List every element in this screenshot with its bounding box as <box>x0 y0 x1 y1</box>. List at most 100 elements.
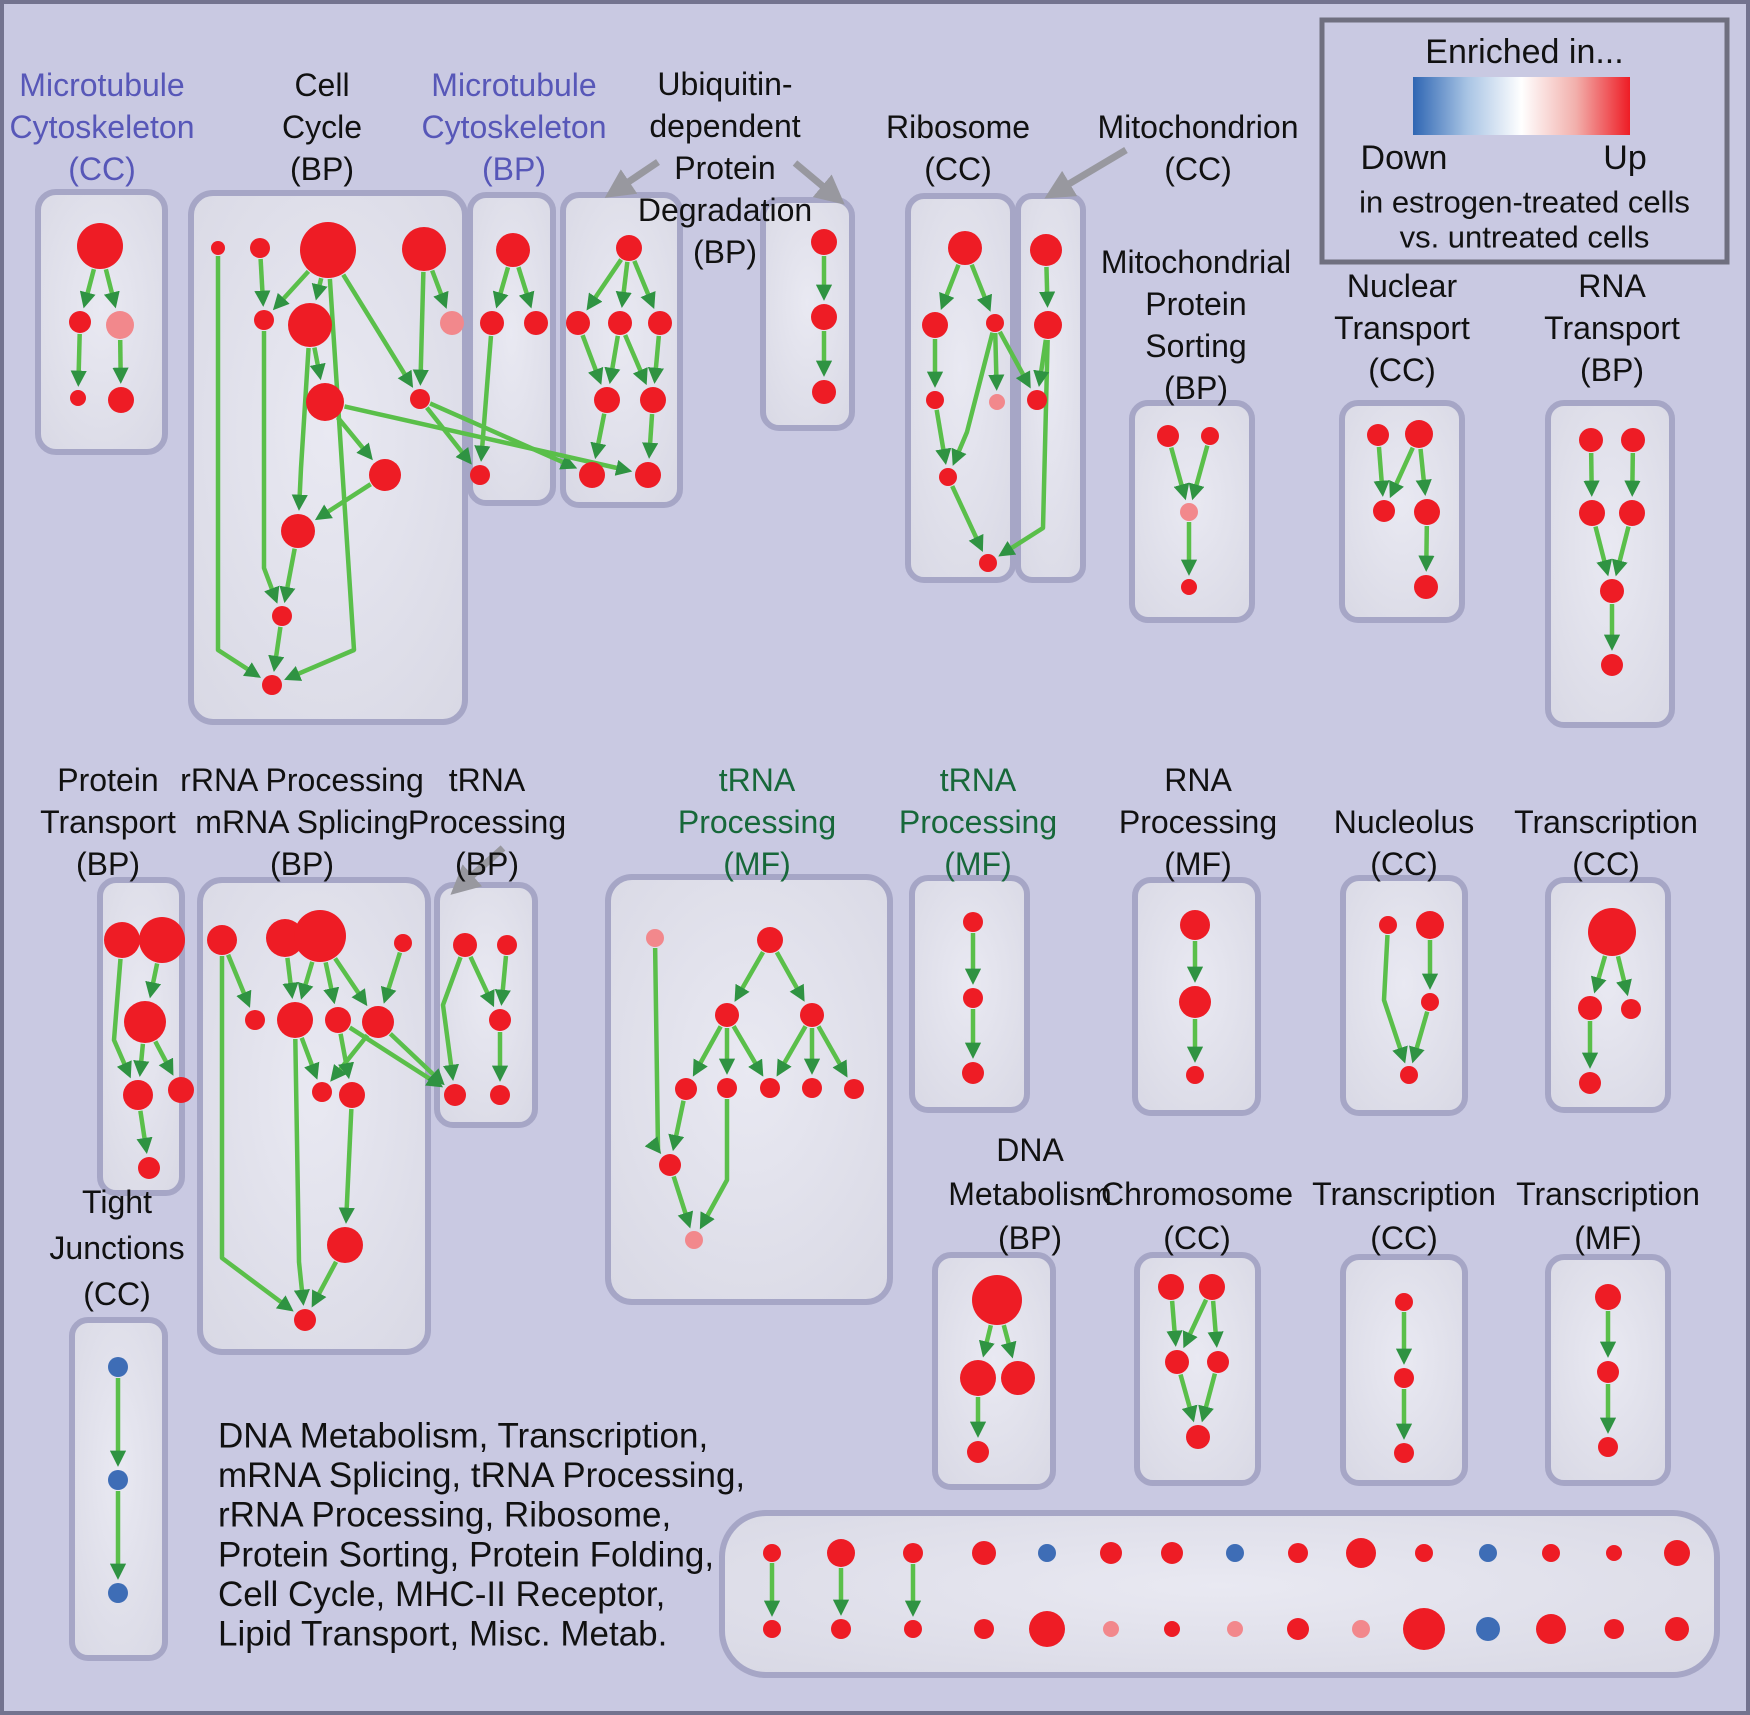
go-term-node-mb4b <box>974 1619 994 1639</box>
cluster-label-protein-transport-bp: Protein Transport (BP) <box>40 762 176 882</box>
edge-arrow-q6-q9 <box>299 1037 320 1080</box>
edge-arrow-tb1-tb4 <box>440 956 463 1081</box>
go-term-node-t4 <box>1619 500 1645 526</box>
edge-arrow-c5-c12 <box>261 331 280 604</box>
go-term-node-c13 <box>262 675 282 695</box>
go-term-node-mb2t <box>827 1539 855 1567</box>
go-term-node-d3 <box>1001 1361 1035 1395</box>
go-term-node-g4 <box>800 1003 824 1027</box>
edge-arrow-q3-q8 <box>333 957 368 1007</box>
go-term-node-v1 <box>811 229 837 255</box>
go-term-node-e4 <box>1207 1351 1229 1373</box>
go-term-node-g2 <box>757 927 783 953</box>
go-term-node-tb2 <box>497 935 517 955</box>
edge-arrow-q11-q12 <box>311 1260 339 1308</box>
cluster-label-transcription-cc-lower: Transcription (CC) <box>1312 1176 1496 1256</box>
legend-subline-1: in estrogen-treated cells <box>1359 185 1690 220</box>
cluster-label-ribosome-cc: Ribosome (CC) <box>886 109 1030 187</box>
edge-arrow-q1-q12 <box>219 956 294 1312</box>
go-term-node-g8 <box>802 1078 822 1098</box>
go-term-node-mb11b <box>1403 1608 1445 1650</box>
go-term-node-r4 <box>926 391 944 409</box>
go-term-node-c12 <box>272 606 292 626</box>
edge-arrow-c2-c5 <box>254 258 271 307</box>
go-term-node-c6 <box>288 303 332 347</box>
edge-arrow-t2-t4 <box>1624 452 1641 497</box>
edge-arrow-u2-u5 <box>580 334 604 385</box>
edge-arrow-a1-a3 <box>103 268 120 309</box>
go-term-node-u3 <box>608 311 632 335</box>
cluster-label-rna-transport-bp: RNA Transport (BP) <box>1544 268 1680 388</box>
cluster-label-mitochondrial-protein-sorting-bp: Mitochondrial Protein Sorting (BP) <box>1101 244 1291 406</box>
go-term-node-mb12t <box>1479 1544 1497 1562</box>
edge-arrow-g4-g9 <box>816 1025 848 1078</box>
legend-up-label: Up <box>1603 139 1646 177</box>
go-term-node-mb7b <box>1164 1621 1180 1637</box>
edge-arrow-e2-e4 <box>1207 1300 1224 1348</box>
edge-arrow-q3-q7 <box>323 961 340 1005</box>
go-term-node-mb13t <box>1542 1544 1560 1562</box>
edge-arrow-g4-g7 <box>776 1025 808 1077</box>
edge-arrow-q6-q12 <box>293 1038 310 1306</box>
go-term-node-h1 <box>963 912 983 932</box>
go-term-node-r5 <box>989 394 1005 410</box>
go-term-node-mb9b <box>1287 1618 1309 1640</box>
go-term-node-p2 <box>139 917 185 963</box>
go-term-node-n1 <box>1367 424 1389 446</box>
edge-arrow-n1-n3 <box>1373 446 1390 497</box>
go-term-node-tb1 <box>453 933 477 957</box>
edge-arrow-d1-d3 <box>1000 1324 1017 1359</box>
go-term-node-t2 <box>1621 428 1645 452</box>
go-term-node-g7 <box>760 1078 780 1098</box>
edge-arrow-c9-m4 <box>425 406 472 465</box>
go-term-node-g9 <box>844 1079 864 1099</box>
go-term-node-mb5b <box>1029 1611 1065 1647</box>
edge-arrow-c4-c9 <box>412 271 429 386</box>
cluster-label-tight-junctions-cc: Tight Junctions (CC) <box>49 1184 184 1312</box>
miscellaneous-category-list: DNA Metabolism, Transcription, mRNA Splic… <box>218 1417 745 1654</box>
go-term-node-z1 <box>108 1357 128 1377</box>
go-term-node-i3 <box>1186 1066 1204 1084</box>
go-term-node-y3 <box>1598 1437 1618 1457</box>
edge-arrow-u1-u2 <box>586 258 623 311</box>
go-term-node-u7 <box>579 462 605 488</box>
go-term-node-g3 <box>715 1003 739 1027</box>
pointer-to-mitochondrion-box-icon <box>1044 146 1128 199</box>
go-term-node-u1 <box>616 235 642 261</box>
cluster-label-nuclear-transport-cc: Nuclear Transport (CC) <box>1334 268 1470 388</box>
go-term-node-h3 <box>962 1062 984 1084</box>
edge-arrow-g2-g3 <box>734 951 765 1002</box>
go-term-node-h2 <box>963 988 983 1008</box>
go-term-node-n5 <box>1414 575 1438 599</box>
edge-arrow-tb2-tb3 <box>494 955 511 1006</box>
go-term-node-q6 <box>277 1002 313 1038</box>
go-term-node-mb3t <box>903 1543 923 1563</box>
go-term-node-c2 <box>250 238 270 258</box>
go-term-node-mb14b <box>1604 1619 1624 1639</box>
edge-arrow-u5-u7 <box>590 413 607 460</box>
go-term-node-mb10b <box>1352 1620 1370 1638</box>
go-term-node-a1 <box>77 223 123 269</box>
go-term-node-q10 <box>339 1082 365 1108</box>
go-term-node-u2 <box>566 311 590 335</box>
edge-arrow-q10-q11 <box>338 1108 355 1224</box>
legend-title: Enriched in... <box>1425 33 1623 71</box>
edge-arrow-u6-u8 <box>642 413 659 459</box>
go-term-node-m1 <box>496 233 530 267</box>
go-term-node-p6 <box>168 1077 194 1103</box>
go-term-node-w3 <box>1027 390 1047 410</box>
go-term-node-tb5 <box>490 1085 510 1105</box>
edge-arrow-q7-q10 <box>338 1033 355 1080</box>
go-term-node-u6 <box>640 387 666 413</box>
edge-arrow-c8-u8 <box>344 404 633 476</box>
go-term-node-c5 <box>254 310 274 330</box>
edge-arrow-r3-r6 <box>951 332 995 466</box>
cluster-label-trna-processing-mf-1: tRNA Processing (MF) <box>678 762 836 882</box>
go-term-node-k2 <box>1578 996 1602 1020</box>
go-term-node-q1 <box>207 925 237 955</box>
edge-arrow-g1-g10 <box>644 947 662 1154</box>
edge-arrow-g10-g11 <box>671 1175 694 1229</box>
go-term-node-r1 <box>948 231 982 265</box>
edge-arrow-q3-q6 <box>297 961 315 1000</box>
